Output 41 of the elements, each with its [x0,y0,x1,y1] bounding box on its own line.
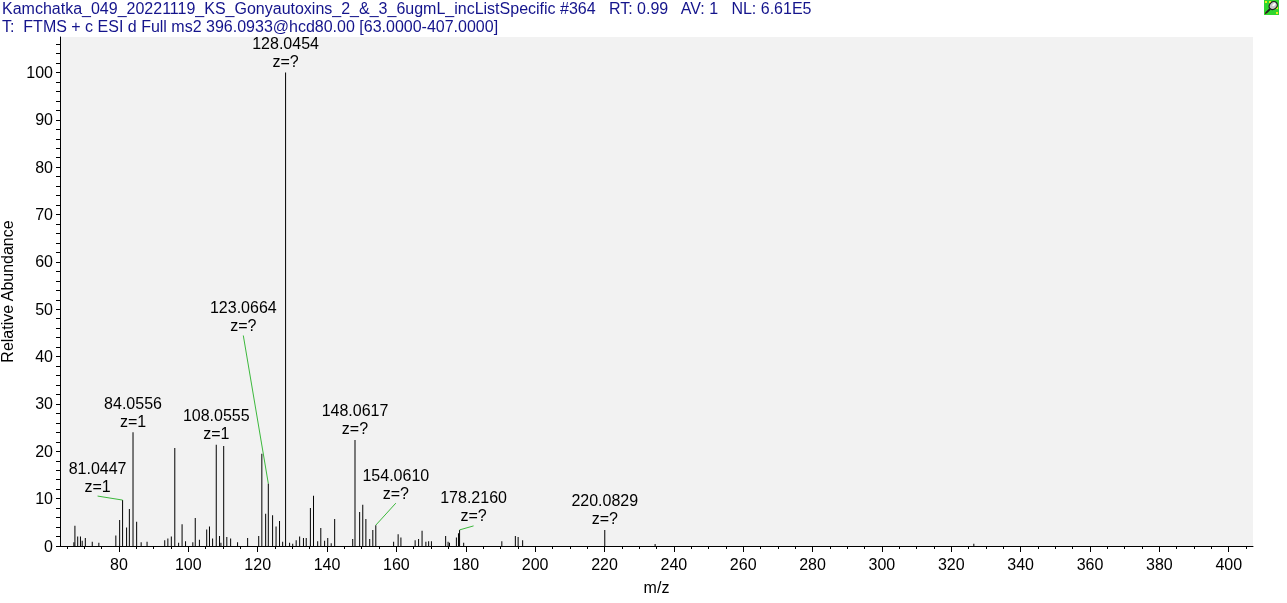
y-tick-label: 10 [35,490,54,508]
x-tick-label: 120 [244,555,272,573]
x-tick-label: 160 [383,555,410,573]
x-tick-label: 340 [1007,555,1035,573]
x-tick-label: 200 [521,555,549,573]
y-tick-label: 40 [35,348,54,366]
x-tick-label: 400 [1215,555,1243,573]
x-tick-label: 380 [1146,555,1173,573]
annotation: 108.0555 z=1 [182,407,250,443]
y-tick-label: 20 [35,442,54,460]
y-tick-label: 30 [35,395,54,413]
y-tick-label: 100 [26,64,54,82]
y-tick-label: 70 [35,206,54,224]
y-tick-label: 80 [35,158,54,176]
x-tick-label: 360 [1076,555,1104,573]
x-tick-label: 280 [799,555,827,573]
annotation: 178.2160 z=? [440,489,508,525]
annotation: 123.0664 z=? [209,299,277,334]
y-tick-label: 60 [35,253,54,271]
x-tick-label: 300 [868,555,896,573]
y-axis-title: Relative Abundance [0,220,16,363]
chart-subtitle: T: FTMS + c ESI d Full ms2 396.0933@hcd80.00 [63.0000-407.0000] [2,18,499,35]
x-tick-label: 180 [452,555,480,573]
annotation: 81.0447 z=1 [68,459,127,495]
x-tick-label: 260 [729,555,757,573]
x-tick-label: 240 [660,555,688,573]
x-axis-title: m/z [643,578,670,596]
annotation: 148.0617 z=? [321,402,389,438]
x-tick-label: 220 [591,555,618,573]
annotation: 220.0829 z=? [571,492,639,528]
x-tick-label: 80 [110,555,128,573]
x-tick-label: 320 [937,555,965,573]
annotation: 154.0610 z=? [362,466,430,502]
x-tick-label: 140 [313,555,341,573]
annotation: 128.0454 z=? [252,35,320,71]
x-tick-label: 100 [174,555,202,573]
y-tick-label: 0 [44,537,54,555]
chart-title: Kamchatka_049_20221119_KS_Gonyautoxins_2_&_3_6ugmL_incListSpecific #364 RT: 0.99 AV: 1 NL: 6.61E5 [2,0,812,18]
annotation: 84.0556 z=1 [104,394,163,430]
y-tick-label: 50 [35,300,54,318]
y-tick-label: 90 [35,111,54,129]
